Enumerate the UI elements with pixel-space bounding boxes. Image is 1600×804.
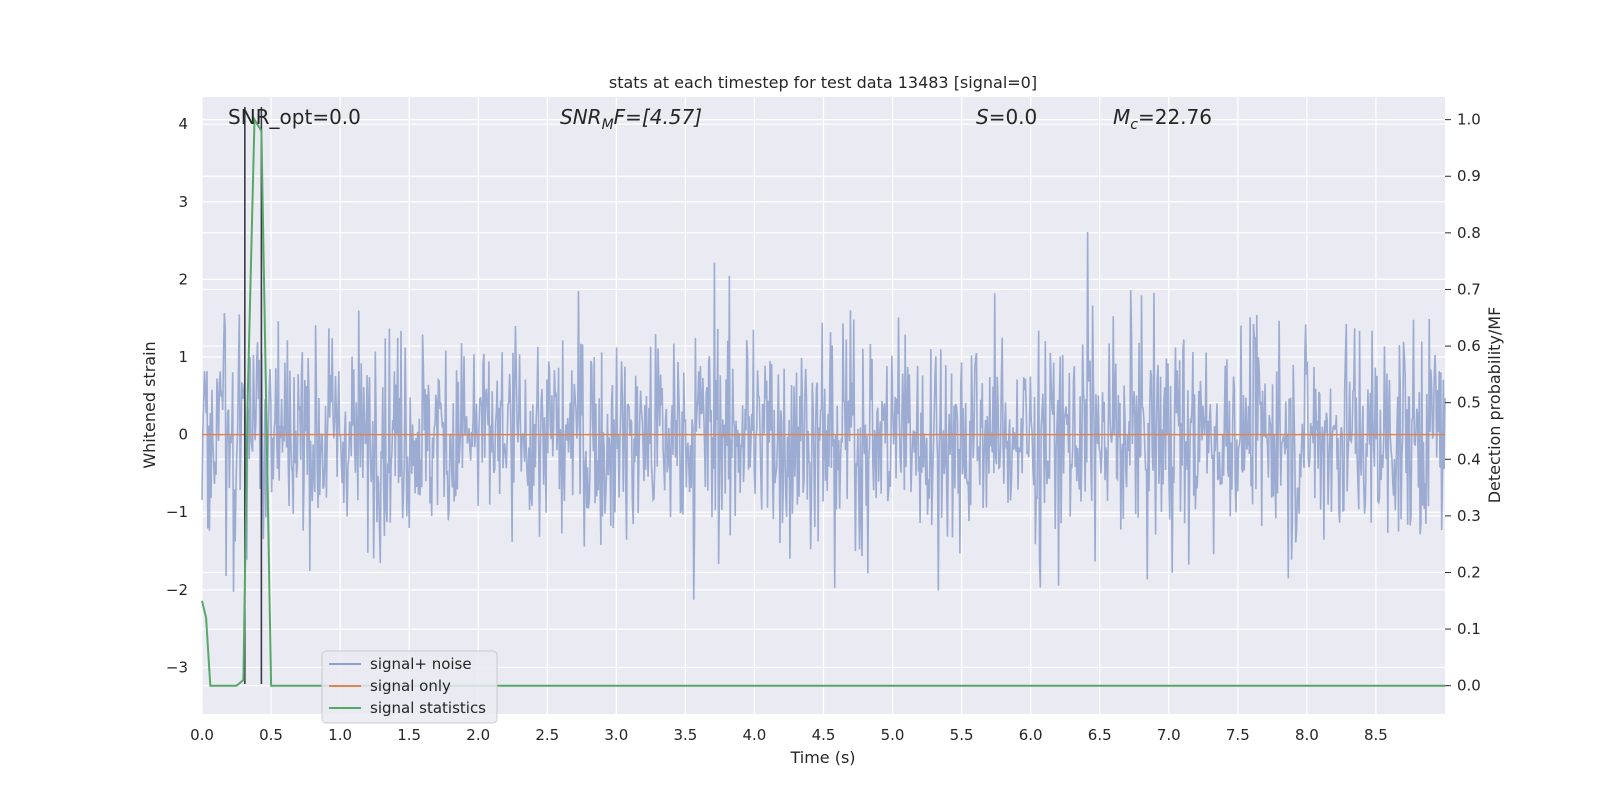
- y-left-tick-label: −1: [166, 503, 188, 521]
- y-right-tick-label: 0.4: [1457, 450, 1481, 468]
- annotation-snr-mf-prefix: SNR: [560, 105, 602, 129]
- annotation-mc: Mc=22.76: [1113, 105, 1212, 133]
- x-tick-label: 5.5: [950, 726, 974, 744]
- annotation-mc-prefix: M: [1113, 105, 1130, 129]
- y-right-tick-label: 0.0: [1457, 677, 1481, 695]
- y-left-axis-label: Whitened strain: [140, 341, 159, 468]
- y-left-tick-label: −2: [166, 581, 188, 599]
- y-right-axis-ticks: 0.0 0.1 0.2 0.3 0.4 0.5 0.6 0.7 0.8 0.9 1.0: [1445, 111, 1481, 695]
- y-left-tick-label: −3: [166, 658, 188, 676]
- noise-trace: [201, 231, 1446, 600]
- series-signal-statistics: [201, 116, 1445, 687]
- y-left-tick-label: 1: [178, 348, 188, 366]
- x-tick-label: 1.0: [328, 726, 352, 744]
- x-tick-label: 0.0: [190, 726, 214, 744]
- x-axis-label: Time (s): [789, 748, 855, 767]
- annotation-snr-mf-suffix: F=[4.57]: [614, 105, 702, 129]
- y-left-tick-label: 2: [178, 270, 188, 288]
- x-tick-label: 3.5: [673, 726, 697, 744]
- x-tick-label: 7.5: [1226, 726, 1250, 744]
- x-tick-label: 3.0: [604, 726, 628, 744]
- legend-label-signal-only: signal only: [370, 677, 451, 695]
- y-right-tick-label: 0.9: [1457, 167, 1481, 185]
- x-tick-label: 4.0: [743, 726, 767, 744]
- x-tick-label: 6.0: [1019, 726, 1043, 744]
- series-signal-plus-noise: [201, 231, 1446, 600]
- y-left-tick-label: 3: [178, 193, 188, 211]
- annotation-mc-suffix: =22.76: [1138, 105, 1212, 129]
- y-right-tick-label: 0.5: [1457, 394, 1481, 412]
- y-left-tick-label: 0: [178, 426, 188, 444]
- annotation-s-prefix: S: [976, 105, 989, 129]
- y-right-tick-label: 0.3: [1457, 507, 1481, 525]
- annotation-s-suffix: =0.0: [989, 105, 1038, 129]
- chart-title: stats at each timestep for test data 134…: [609, 73, 1037, 92]
- legend-box: [321, 650, 498, 724]
- y-right-tick-label: 0.6: [1457, 337, 1481, 355]
- x-tick-label: 8.0: [1295, 726, 1319, 744]
- legend-label-signal-plus-noise: signal+ noise: [370, 655, 472, 673]
- x-tick-label: 7.0: [1157, 726, 1181, 744]
- y-right-tick-label: 0.7: [1457, 280, 1481, 298]
- x-tick-label: 2.0: [466, 726, 490, 744]
- y-right-tick-label: 1.0: [1457, 111, 1481, 129]
- y-right-tick-label: 0.8: [1457, 224, 1481, 242]
- x-tick-label: 1.5: [397, 726, 421, 744]
- annotation-snr-mf: SNRMF=[4.57]: [560, 105, 702, 133]
- y-right-tick-label: 0.2: [1457, 563, 1481, 581]
- y-left-tick-label: 4: [178, 115, 188, 133]
- annotation-snr-mf-sub: M: [602, 117, 614, 133]
- y-right-tick-label: 0.1: [1457, 620, 1481, 638]
- x-tick-label: 2.5: [535, 726, 559, 744]
- legend-label-signal-statistics: signal statistics: [370, 699, 486, 717]
- annotation-s: S=0.0: [976, 105, 1037, 129]
- legend: signal+ noise signal only signal statist…: [321, 650, 498, 724]
- annotation-mc-sub: c: [1130, 117, 1138, 133]
- x-tick-label: 5.0: [881, 726, 905, 744]
- y-right-axis-label: Detection probability/MF: [1485, 307, 1504, 504]
- x-axis-ticks: 0.0 0.5 1.0 1.5 2.0 2.5 3.0 3.5 4.0 4.5 5.0 5.5 6.0 6…: [190, 726, 1388, 744]
- x-tick-label: 4.5: [812, 726, 836, 744]
- x-tick-label: 0.5: [259, 726, 283, 744]
- x-tick-label: 8.5: [1364, 726, 1388, 744]
- annotation-snr-opt: SNR_opt=0.0: [228, 105, 361, 129]
- x-tick-label: 6.5: [1088, 726, 1112, 744]
- y-left-axis-ticks: −3 −2 −1 0 1 2 3 4: [166, 115, 188, 676]
